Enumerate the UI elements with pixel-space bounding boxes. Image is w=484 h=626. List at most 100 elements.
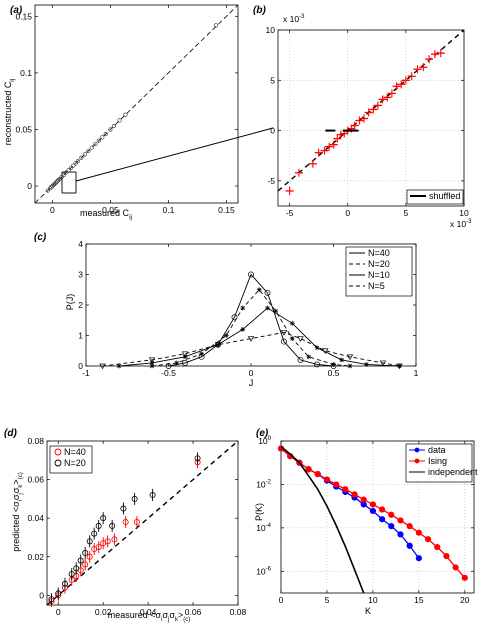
panel-e-ytick-label: 100 [258, 436, 271, 446]
panel-c-series-n-10-marker [289, 320, 295, 326]
panel-c-legend-label: N=10 [368, 270, 390, 280]
panel-c-series-n-5-marker [322, 348, 329, 355]
panel-d-series-n-20-point [100, 515, 107, 522]
panel-c-series-n-40-marker [165, 363, 172, 369]
panel-d-series-n-20-point [82, 549, 89, 556]
panel-a-plot: 0 0.05 0.1 0.15 0 0.05 0.1 0.15 [15, 4, 239, 215]
panel-a-series-0-point [50, 183, 55, 189]
panel-e-letter: (e) [256, 428, 269, 439]
panel-a-xtick-label: 0 [50, 205, 55, 215]
panel-a-series-0-point [66, 168, 71, 173]
panel-e-series-ising-marker [314, 470, 321, 478]
panel-c-series-n-10-marker [364, 362, 369, 367]
panel-e-series-ising-marker [342, 486, 349, 493]
panel-b-ytick-label: 0 [270, 126, 275, 136]
panel-d-series-n-20-point [68, 571, 75, 578]
panel-c-series-n-10-marker [116, 363, 122, 369]
panel-d-series-n-20-point [61, 580, 68, 587]
panel-e-legend-marker [414, 458, 420, 464]
panel-d-series-n-20-point [55, 590, 62, 597]
panel-c-series-n-20-marker [240, 305, 246, 311]
panel-b-xtick-label: 0 [345, 208, 350, 218]
panel-d-identity-line [46, 440, 239, 606]
panel-a-xlabel: measured Cij [80, 208, 132, 221]
panel-c-series-n-20-marker [199, 351, 204, 357]
panel-e-series-ising-marker [351, 491, 358, 498]
panel-e-series-ising-marker [415, 529, 422, 536]
panel-e-series-ising-marker [461, 574, 468, 581]
panel-d-xtick-label: 0.02 [95, 607, 112, 617]
panel-a-series-0-point [45, 188, 50, 193]
panel-c-legend-label: N=20 [368, 259, 390, 269]
panel-a-ylabel: reconstructed Cij [3, 79, 16, 145]
panel-a-series-0-point [57, 177, 62, 182]
panel-c-ytick-label: 1 [78, 331, 83, 341]
panel-c-series-n-10-marker [240, 327, 246, 332]
panel-c-series-n-5-line [102, 331, 400, 367]
panel-c-series-n-20-marker [223, 333, 229, 338]
panel-b-xtick-label: 5 [404, 208, 409, 218]
panel-a-series-0-point [49, 185, 54, 190]
panel-c-series-n-10-marker [339, 357, 345, 363]
panel-a-series-0-point [59, 174, 64, 180]
panel-a-series-0-point [56, 178, 61, 183]
panel-a-series-0-point [96, 138, 101, 143]
panel-e-series-data-marker [397, 531, 404, 538]
panel-a-series-0-point [61, 172, 67, 177]
panel-c-ylabel: P(J) [65, 294, 75, 311]
panel-c-xtick-label: -1 [82, 368, 90, 378]
panel-e-series-ising-marker [323, 476, 331, 483]
panel-d-series-n-20-point [91, 530, 98, 537]
panel-d-ytick-label: 0.06 [27, 475, 44, 485]
panel-a-series-0-point [93, 142, 98, 147]
panel-c-series-n-5-marker [280, 330, 288, 336]
panel-a-series-0-point [82, 152, 87, 157]
panel-b-legend-label: shuffled [429, 191, 460, 201]
panel-a-series-0-point [86, 148, 91, 154]
panel-c-series-n-5-marker [181, 351, 189, 358]
panel-c-legend-label: N=5 [368, 281, 385, 291]
zoom-connector-line [75, 127, 274, 182]
panel-d-series-n-20-point [149, 492, 156, 499]
panel-d-series-n-40-point [122, 519, 129, 526]
panel-a-series-0-point [52, 181, 57, 186]
panel-e-series-ising-marker [452, 564, 459, 571]
panel-e-series-ising-marker [369, 501, 377, 508]
panel-c-legend-box [345, 246, 413, 297]
panel-e-series-data-marker [369, 507, 377, 515]
panel-b-ytick-label: 10 [266, 25, 276, 35]
panel-c-series-n-20-line [151, 289, 351, 367]
panel-c-xtick-label: 0.5 [328, 368, 340, 378]
panel-a-xtick-label: 0.15 [218, 205, 235, 215]
panel-c-legend-label: N=40 [368, 248, 390, 258]
panel-b-y-exponent: x 10-3 [283, 14, 305, 24]
panel-a-series-0-point [53, 180, 58, 185]
panel-e-legend-label: data [428, 445, 446, 455]
panel-e-xtick-label: 15 [414, 595, 424, 605]
panel-a-series-0-point [51, 182, 56, 187]
panel-c-xtick-label: -0.5 [161, 368, 176, 378]
panel-b-legend-box [406, 189, 464, 205]
panel-d-series-n-40-point [104, 538, 111, 545]
panel-d-series-n-20-point [48, 596, 55, 603]
panel-c-series-n-40-marker [281, 338, 287, 345]
panel-e-series-ising-marker [397, 517, 404, 524]
panel-a-series-0-point [108, 127, 113, 132]
panel-b-axes-frame [277, 29, 465, 207]
panel-b-letter: (b) [253, 5, 266, 16]
panel-e-series-ising-marker [424, 536, 432, 543]
panel-c-series-n-20-marker [149, 363, 155, 369]
panel-d-xtick-label: 0.06 [185, 607, 202, 617]
panel-d-legend-marker [54, 459, 62, 467]
panel-b-xtick-label: 10 [459, 208, 469, 218]
panel-a-ytick-label: 0 [27, 181, 32, 191]
panel-d-letter: (d) [4, 428, 17, 439]
panel-e-ytick-label: 10-6 [256, 566, 271, 576]
panel-e-legend-label: independent [428, 467, 478, 477]
panel-d-axes-frame [46, 440, 239, 606]
panel-e-xtick-label: 10 [368, 595, 378, 605]
panel-c-series-n-5-marker [99, 363, 106, 370]
panel-c-series-n-5-marker [148, 357, 156, 364]
panel-c-series-n-20-marker [174, 360, 180, 366]
panel-a-series-0-point [68, 165, 74, 171]
